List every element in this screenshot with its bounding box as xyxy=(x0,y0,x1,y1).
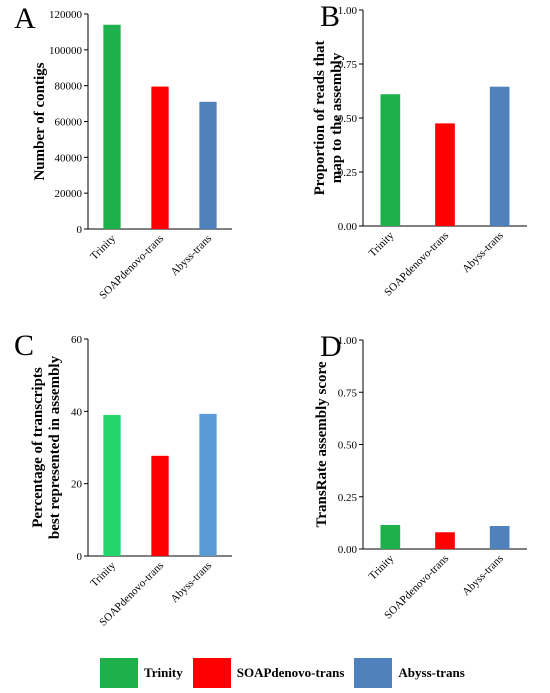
legend-item-abyss: Abyss-trans xyxy=(354,658,465,688)
legend-label-soapdenovo: SOAPdenovo-trans xyxy=(236,665,345,680)
legend-swatch-soapdenovo xyxy=(192,658,231,688)
y-tick-label-a-3: 60000 xyxy=(55,117,83,129)
y-tick-label-a-4: 80000 xyxy=(55,81,83,93)
y-tick-label-a-5: 100000 xyxy=(49,45,83,57)
bar-b-abyss xyxy=(489,86,510,227)
y-axis-title-line-c-0: Percentage of transcripts xyxy=(30,367,46,528)
y-tick-label-a-6: 120000 xyxy=(49,9,83,21)
y-tick-label-c-1: 20 xyxy=(71,479,83,491)
y-tick-label-b-1: 0.25 xyxy=(338,167,358,179)
y-tick-label-c-0: 0 xyxy=(77,551,83,563)
bar-b-trinity xyxy=(380,94,401,227)
y-tick-label-d-0: 0.00 xyxy=(338,544,358,556)
y-tick-label-d-4: 1.00 xyxy=(338,335,358,347)
bar-a-abyss xyxy=(199,101,217,229)
bar-d-soapdenovo xyxy=(435,532,455,549)
y-axis-title-line-d-0: TransRate assembly score xyxy=(314,361,330,527)
panel-d: D 0.00 0.25 0.50 0.75 1.00 TransRate assembly … xyxy=(314,330,527,622)
bar-b-soapdenovo xyxy=(435,123,455,226)
panel-label-a: A xyxy=(14,2,36,35)
y-axis-title-line-b-0: Proportion of reads that xyxy=(312,41,328,196)
legend-item-soapdenovo: SOAPdenovo-trans xyxy=(192,658,345,688)
y-axis-title-line-b-1: map to the assembly xyxy=(329,52,345,183)
x-tick-label-d-trinity: Trinity xyxy=(367,552,397,582)
y-axis-title-a: Number of contigs xyxy=(32,62,48,180)
x-tick-label-b-trinity: Trinity xyxy=(367,229,397,259)
figure: A 0 20000 40000 60000 80000 100000 120000 Number… xyxy=(14,0,527,629)
y-tick-label-a-0: 0 xyxy=(77,224,83,236)
legend-label-abyss: Abyss-trans xyxy=(398,665,465,680)
legend-item-trinity: Trinity xyxy=(100,658,183,688)
y-axis-title-d: TransRate assembly score xyxy=(314,361,330,527)
y-tick-label-a-2: 40000 xyxy=(55,152,83,164)
panel-c: C 0 20 40 60 Percentage of transcriptsbest re… xyxy=(14,329,232,629)
bar-a-soapdenovo xyxy=(151,86,169,229)
y-tick-label-b-4: 1.00 xyxy=(338,5,358,17)
y-tick-label-c-2: 40 xyxy=(71,406,83,418)
y-tick-label-d-2: 0.50 xyxy=(338,440,358,452)
x-tick-label-b-abyss: Abyss-trans xyxy=(460,230,506,276)
legend-swatch-abyss xyxy=(354,658,393,688)
x-tick-label-d-abyss: Abyss-trans xyxy=(460,553,506,599)
x-tick-label-a-trinity: Trinity xyxy=(88,232,118,262)
bar-d-abyss xyxy=(489,526,510,549)
y-axis-title-b: Proportion of reads thatmap to the assem… xyxy=(312,41,345,196)
y-tick-label-b-2: 0.50 xyxy=(338,113,358,125)
bar-c-trinity xyxy=(103,414,121,556)
y-tick-label-a-1: 20000 xyxy=(55,188,83,200)
y-axis-title-c: Percentage of transcriptsbest represente… xyxy=(30,355,63,539)
y-tick-label-d-3: 0.75 xyxy=(338,387,358,399)
bar-a-trinity xyxy=(103,24,121,229)
panel-a: A 0 20000 40000 60000 80000 100000 120000 Number… xyxy=(14,2,232,302)
panel-label-d: D xyxy=(320,330,342,363)
x-tick-label-c-trinity: Trinity xyxy=(88,559,118,589)
y-axis-title-line-a-0: Number of contigs xyxy=(32,62,48,180)
legend-swatch-trinity xyxy=(100,658,138,688)
legend: Trinity SOAPdenovo-trans Abyss-trans xyxy=(100,656,475,690)
y-tick-label-d-1: 0.25 xyxy=(338,492,358,504)
panel-label-b: B xyxy=(320,0,340,33)
y-axis-title-line-c-1: best represented in assembly xyxy=(47,355,63,539)
panel-label-c: C xyxy=(14,329,34,362)
bar-d-trinity xyxy=(380,524,401,549)
y-tick-label-b-3: 0.75 xyxy=(338,59,358,71)
y-tick-label-b-0: 0.00 xyxy=(338,221,358,233)
bar-c-soapdenovo xyxy=(151,455,169,556)
bar-c-abyss xyxy=(199,413,217,556)
x-tick-label-a-abyss: Abyss-trans xyxy=(168,233,214,279)
x-tick-label-c-abyss: Abyss-trans xyxy=(168,560,214,606)
panel-b: B 0.00 0.25 0.50 0.75 1.00 Proportion of reads… xyxy=(312,0,527,299)
legend-label-trinity: Trinity xyxy=(144,665,183,680)
y-tick-label-c-3: 60 xyxy=(71,334,83,346)
